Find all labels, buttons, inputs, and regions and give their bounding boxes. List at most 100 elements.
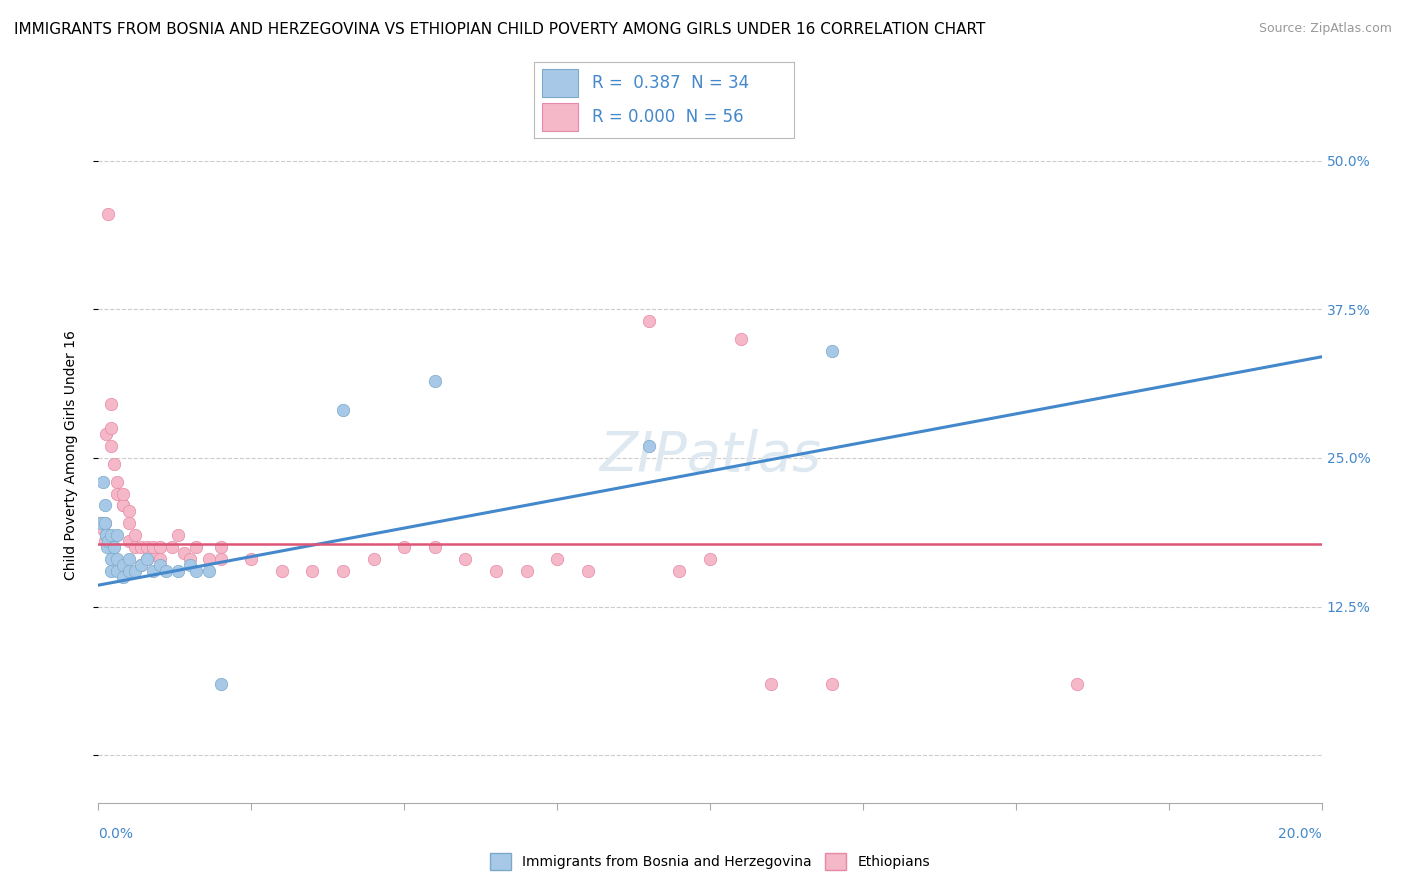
Point xyxy=(91,522,114,536)
Point xyxy=(209,677,232,691)
Point xyxy=(142,564,165,578)
Point xyxy=(485,564,508,578)
Point xyxy=(118,534,141,549)
Text: ZIPatlas: ZIPatlas xyxy=(599,428,821,482)
Point xyxy=(129,558,152,572)
Point xyxy=(730,332,752,346)
Point xyxy=(197,552,219,566)
Point xyxy=(149,558,172,572)
Point xyxy=(197,564,219,578)
Point xyxy=(209,552,232,566)
Point xyxy=(105,528,128,542)
Point xyxy=(173,546,195,560)
Point xyxy=(100,397,122,411)
Point xyxy=(546,552,568,566)
Point xyxy=(100,528,122,542)
Point xyxy=(111,486,134,500)
Text: Source: ZipAtlas.com: Source: ZipAtlas.com xyxy=(1258,22,1392,36)
Point xyxy=(93,516,115,531)
Point xyxy=(209,540,232,554)
Point xyxy=(97,207,120,221)
Point xyxy=(167,528,190,542)
Point xyxy=(96,528,118,542)
Point xyxy=(105,552,128,566)
Point xyxy=(129,540,152,554)
Y-axis label: Child Poverty Among Girls Under 16: Child Poverty Among Girls Under 16 xyxy=(63,330,77,580)
Point xyxy=(105,564,128,578)
Point xyxy=(105,475,128,489)
Point xyxy=(89,516,111,531)
Text: 20.0%: 20.0% xyxy=(1278,828,1322,841)
Point xyxy=(118,564,141,578)
Point xyxy=(637,314,661,328)
Point xyxy=(94,427,117,442)
Point xyxy=(94,528,117,542)
Legend: Immigrants from Bosnia and Herzegovina, Ethiopians: Immigrants from Bosnia and Herzegovina, … xyxy=(485,847,935,876)
Point xyxy=(93,516,115,531)
Point xyxy=(149,540,172,554)
Bar xyxy=(543,103,578,130)
Point xyxy=(100,552,122,566)
Point xyxy=(1066,677,1088,691)
Point xyxy=(111,499,134,513)
Point xyxy=(129,558,152,572)
Point xyxy=(136,552,159,566)
Point xyxy=(93,534,115,549)
Point xyxy=(699,552,721,566)
Point xyxy=(821,677,844,691)
Point xyxy=(124,540,146,554)
Point xyxy=(668,564,690,578)
Point xyxy=(149,552,172,566)
Point xyxy=(118,552,141,566)
Text: IMMIGRANTS FROM BOSNIA AND HERZEGOVINA VS ETHIOPIAN CHILD POVERTY AMONG GIRLS UN: IMMIGRANTS FROM BOSNIA AND HERZEGOVINA V… xyxy=(14,22,986,37)
Point xyxy=(167,564,190,578)
Point xyxy=(186,540,208,554)
Point xyxy=(96,540,118,554)
Point xyxy=(111,558,134,572)
Point xyxy=(363,552,385,566)
Point xyxy=(155,564,177,578)
Point xyxy=(124,564,146,578)
Point xyxy=(105,486,128,500)
Point xyxy=(454,552,477,566)
Point xyxy=(637,439,661,453)
Point xyxy=(91,475,114,489)
Point xyxy=(111,570,134,584)
Point xyxy=(103,457,125,471)
Point xyxy=(118,516,141,531)
Point xyxy=(100,439,122,453)
Point xyxy=(111,499,134,513)
Point xyxy=(136,552,159,566)
Point xyxy=(90,516,112,531)
Point xyxy=(332,564,354,578)
Point xyxy=(160,540,183,554)
Point xyxy=(93,499,115,513)
Point xyxy=(576,564,599,578)
Point xyxy=(124,528,146,542)
Point xyxy=(392,540,416,554)
Point xyxy=(97,534,120,549)
Point xyxy=(821,343,844,358)
Point xyxy=(142,540,165,554)
Point xyxy=(136,540,159,554)
Point xyxy=(103,540,125,554)
Point xyxy=(186,564,208,578)
Point xyxy=(90,516,112,531)
Point xyxy=(332,403,354,417)
Point xyxy=(270,564,292,578)
Point xyxy=(142,546,165,560)
Point xyxy=(240,552,263,566)
Text: R = 0.000  N = 56: R = 0.000 N = 56 xyxy=(592,108,744,126)
Point xyxy=(301,564,323,578)
Text: 0.0%: 0.0% xyxy=(98,828,134,841)
Point xyxy=(759,677,782,691)
Point xyxy=(179,558,201,572)
Point xyxy=(423,540,446,554)
Point xyxy=(118,504,141,518)
Point xyxy=(179,552,201,566)
Text: R =  0.387  N = 34: R = 0.387 N = 34 xyxy=(592,74,748,92)
Bar xyxy=(543,70,578,96)
Point xyxy=(516,564,538,578)
Point xyxy=(100,421,122,435)
Point xyxy=(100,564,122,578)
